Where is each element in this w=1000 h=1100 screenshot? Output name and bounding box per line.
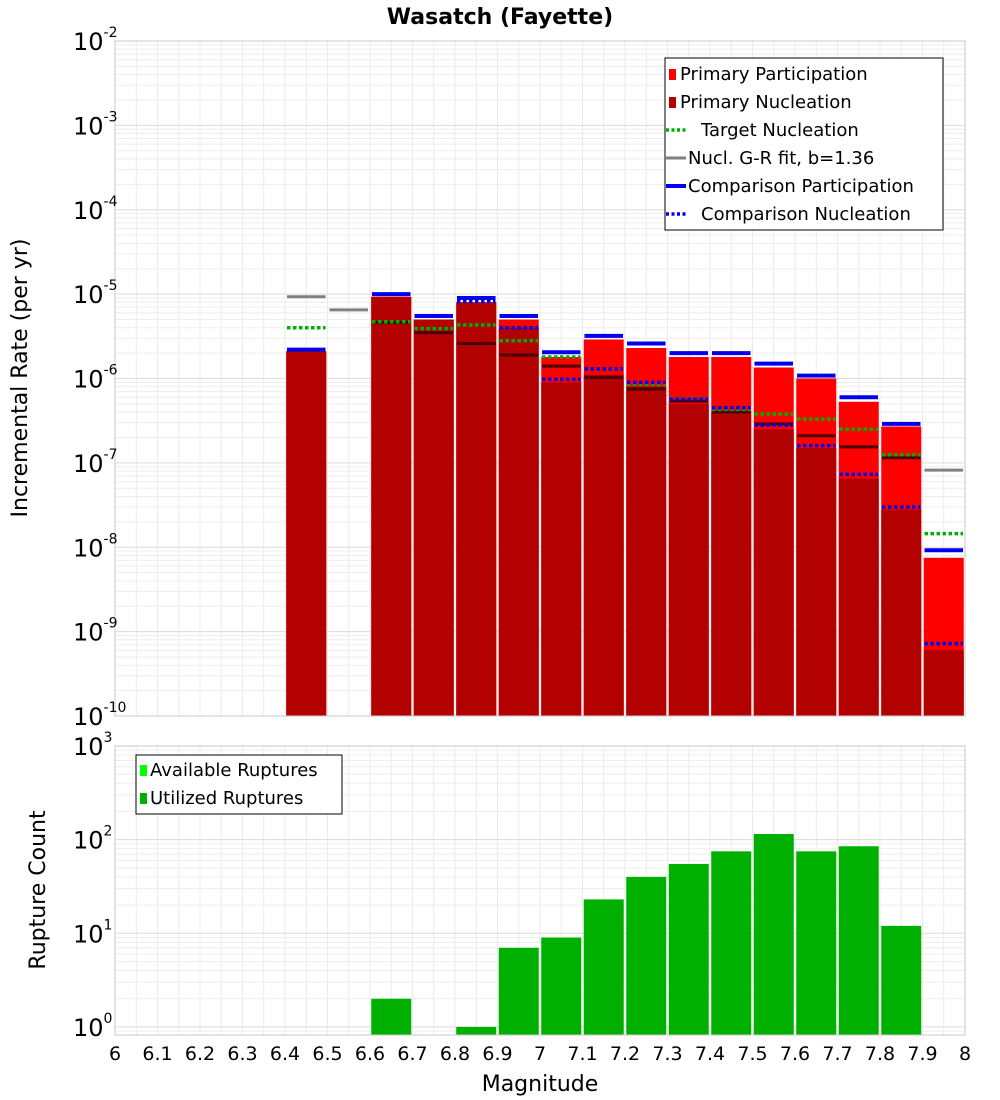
x-axis-label: Magnitude [482, 1072, 599, 1097]
legend-swatch [669, 69, 676, 80]
rupture-count-bar [626, 876, 667, 1035]
legend-label: Nucl. G-R fit, b=1.36 [688, 148, 874, 169]
legend-label: Available Ruptures [150, 760, 318, 781]
nucleation-bar [626, 386, 667, 716]
x-tick-label: 6.7 [397, 1043, 427, 1065]
nucleation-bar [796, 448, 837, 716]
y-tick-label: 100 [73, 1011, 112, 1042]
legend-swatch [140, 765, 147, 776]
x-tick-label: 6.8 [440, 1043, 470, 1065]
legend-label: Comparison Nucleation [701, 204, 911, 225]
nucleation-bar [583, 375, 624, 716]
nucleation-bar [711, 412, 752, 716]
bottom-y-axis-label: Rupture Count [26, 810, 51, 970]
x-tick-labels: 6 6.1 6.2 6.3 6.4 6.5 6.6 6.7 6.8 6.9 7 7.1 7.2 7.3 7.… [109, 1043, 971, 1065]
legend-swatch [669, 97, 676, 108]
y-tick-label: 10-10 [73, 700, 126, 731]
nucleation-bar [753, 429, 794, 716]
y-tick-label: 102 [73, 824, 112, 855]
y-tick-label: 101 [73, 917, 112, 948]
x-tick-label: 7.5 [737, 1043, 767, 1065]
bottom-plot-frame [114, 745, 966, 1036]
nucleation-bar [371, 296, 412, 716]
bottom-y-tick-labels: 103 102 101 100 [73, 730, 112, 1042]
bottom-legend: Available Ruptures Utilized Ruptures [135, 754, 343, 815]
bottom-chart-panel: 103 102 101 100 6 6.1 6.2 6.3 6.4 6.5 6.6 6.7 6.8 6.… [26, 730, 971, 1097]
nucleation-bar [498, 327, 539, 716]
x-tick-label: 8 [959, 1043, 971, 1065]
x-tick-label: 7.9 [907, 1043, 937, 1065]
x-tick-label: 6.6 [355, 1043, 385, 1065]
x-tick-label: 7.7 [822, 1043, 852, 1065]
rupture-count-bar [456, 1026, 497, 1035]
rupture-count-bar [753, 833, 794, 1035]
nucleation-bar [413, 319, 454, 716]
y-tick-label: 10-2 [73, 25, 118, 56]
nucleation-bar [541, 382, 582, 716]
legend-label: Primary Nucleation [680, 92, 852, 113]
legend-label: Primary Participation [680, 64, 868, 85]
rupture-count-bar [541, 937, 582, 1035]
nucleation-bar [923, 650, 964, 716]
top-lines [287, 292, 963, 646]
y-tick-label: 103 [73, 730, 112, 761]
x-tick-label: 7.4 [695, 1043, 725, 1065]
rupture-count-bar [838, 846, 879, 1035]
legend-label: Comparison Participation [688, 176, 914, 197]
x-tick-label: 6.4 [270, 1043, 300, 1065]
x-tick-label: 7.3 [652, 1043, 682, 1065]
x-tick-label: 6.1 [142, 1043, 172, 1065]
legend-label: Target Nucleation [700, 120, 859, 141]
top-chart-panel: 10-2 10-3 10-4 10-5 10-6 10-7 10-8 10-9 10-10 In… [8, 25, 966, 731]
rupture-count-bar [498, 947, 539, 1035]
x-tick-label: 6 [109, 1043, 121, 1065]
rupture-count-bar [583, 899, 624, 1035]
chart-title: Wasatch (Fayette) [387, 5, 613, 30]
x-tick-label: 6.5 [312, 1043, 342, 1065]
nucleation-bar [838, 478, 879, 716]
x-tick-label: 6.3 [227, 1043, 257, 1065]
legend-box [664, 57, 944, 231]
x-tick-label: 7.2 [610, 1043, 640, 1065]
y-tick-label: 10-7 [73, 447, 118, 478]
nucleation-bar [456, 302, 497, 716]
rupture-count-bar [371, 998, 412, 1035]
x-tick-label: 6.9 [482, 1043, 512, 1065]
nucleation-bar [668, 403, 709, 716]
rupture-count-bar [881, 925, 922, 1035]
y-tick-label: 10-6 [73, 363, 118, 394]
bottom-bars [371, 833, 922, 1035]
rupture-count-bar [668, 863, 709, 1035]
top-y-tick-labels: 10-2 10-3 10-4 10-5 10-6 10-7 10-8 10-9 10-10 [73, 25, 126, 731]
top-plot-frame [114, 40, 966, 717]
legend-swatch [140, 793, 147, 804]
nucleation-bar [286, 351, 327, 716]
legend-box [135, 754, 343, 815]
y-tick-label: 10-8 [73, 531, 118, 562]
y-tick-label: 10-9 [73, 616, 118, 647]
top-bars [286, 296, 964, 716]
y-tick-label: 10-5 [73, 278, 118, 309]
x-tick-label: 7.6 [780, 1043, 810, 1065]
x-tick-label: 7.8 [865, 1043, 895, 1065]
rupture-count-bar [711, 851, 752, 1035]
y-tick-label: 10-4 [73, 194, 118, 225]
x-tick-label: 6.2 [185, 1043, 215, 1065]
top-legend: Primary Participation Primary Nucleation T… [664, 57, 944, 231]
y-tick-label: 10-3 [73, 109, 118, 140]
top-y-axis-label: Incremental Rate (per yr) [8, 239, 33, 518]
x-tick-label: 7.1 [567, 1043, 597, 1065]
legend-label: Utilized Ruptures [150, 788, 303, 809]
nucleation-bar [881, 509, 922, 716]
rupture-count-bar [796, 851, 837, 1035]
x-tick-label: 7 [534, 1043, 546, 1065]
